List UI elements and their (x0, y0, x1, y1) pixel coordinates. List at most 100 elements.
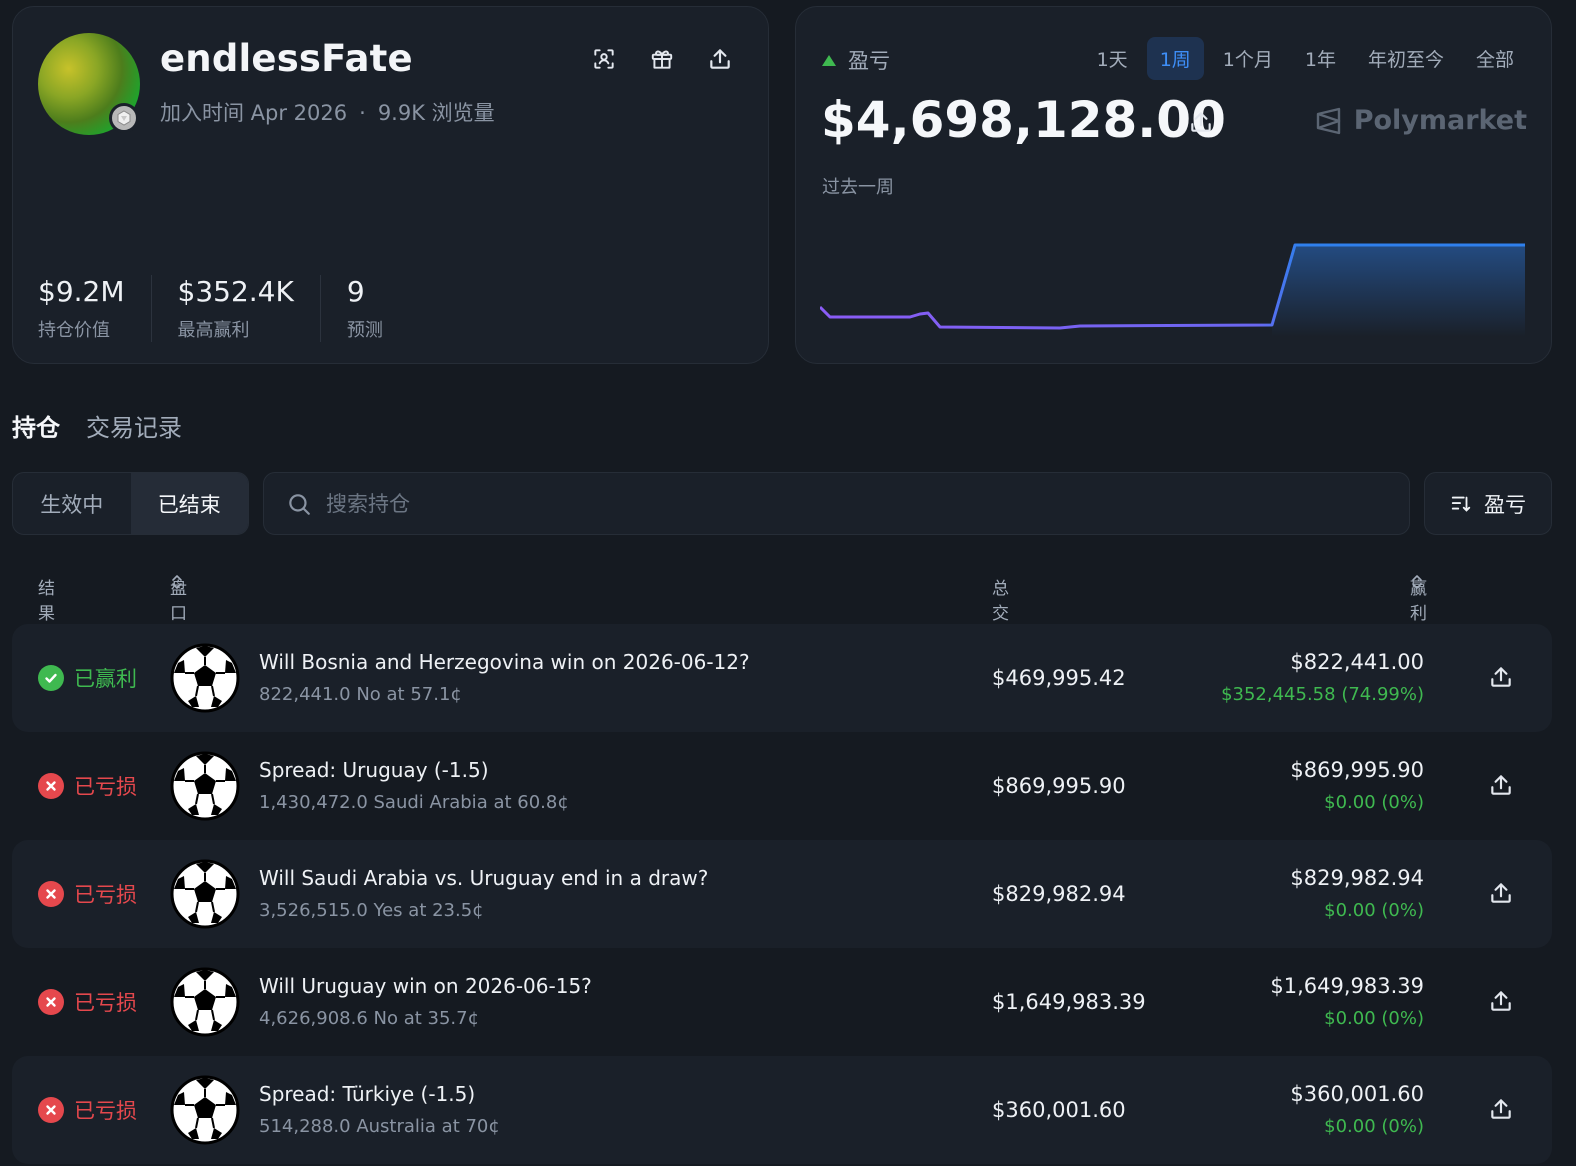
segment-closed[interactable]: 已结束 (130, 473, 248, 534)
gift-icon[interactable] (648, 45, 676, 73)
range-tab-ytd[interactable]: 年初至今 (1367, 49, 1444, 71)
x-circle-icon (38, 1097, 64, 1123)
x-circle-icon (38, 989, 64, 1015)
market-title[interactable]: Spread: Türkiye (-1.5) (259, 1082, 476, 1106)
tab-positions[interactable]: 持仓 (12, 414, 60, 442)
profile-stats: $9.2M 持仓价值 $352.4K 最高赢利 9 预测 (38, 275, 435, 342)
range-tab-1y[interactable]: 1年 (1304, 49, 1336, 71)
market-position: 3,526,515.0 Yes at 23.5¢ (259, 900, 484, 921)
share-icon[interactable] (706, 45, 734, 73)
soccer-ball-icon (170, 967, 240, 1037)
pnl-line (820, 243, 1525, 330)
share-icon[interactable] (1488, 664, 1514, 690)
share-icon[interactable] (1488, 772, 1514, 798)
stat-value: $352.4K (177, 275, 294, 308)
table-row[interactable]: 已赢利 Will Bosnia and Herzegovina win on 2… (12, 624, 1552, 732)
profile-card: endlessFate 加入时间 Apr 2026 · 9.9K 浏览量 $9.2M… (12, 6, 769, 364)
header-market[interactable]: 盘口 (170, 574, 187, 624)
tab-activity[interactable]: 交易记录 (86, 414, 182, 442)
search-input[interactable] (326, 491, 1126, 516)
amount-won: $869,995.90 (1290, 758, 1424, 782)
total-traded: $1,649,983.39 (992, 990, 1146, 1014)
header-won[interactable]: 赢利金额 (1410, 574, 1427, 674)
check-circle-icon (38, 665, 64, 691)
sort-icon (1451, 496, 1471, 512)
amount-won: $1,649,983.39 (1270, 974, 1424, 998)
search-icon (289, 493, 310, 515)
market-position: 822,441.0 No at 57.1¢ (259, 684, 462, 705)
market-title[interactable]: Will Saudi Arabia vs. Uruguay end in a d… (259, 866, 709, 890)
join-date: 加入时间 Apr 2026 (160, 101, 348, 125)
soccer-ball-icon (170, 643, 240, 713)
amount-won: $822,441.00 (1290, 650, 1424, 674)
table-row[interactable]: 已亏损 Spread: Türkiye (-1.5) 514,288.0 Aus… (12, 1056, 1552, 1164)
sort-label: 盈亏 (1484, 492, 1526, 517)
status-lost: 已亏损 (38, 1056, 137, 1164)
stat-biggest-win: $352.4K 最高赢利 (178, 275, 321, 342)
segment-active[interactable]: 生效中 (40, 492, 104, 517)
polymarket-logo-icon (1316, 107, 1340, 134)
status-label: 已亏损 (74, 991, 137, 1015)
amount-won: $829,982.94 (1290, 866, 1424, 890)
sort-arrows-icon (172, 575, 182, 589)
range-tab-1d[interactable]: 1天 (1096, 49, 1128, 71)
range-tab-1m[interactable]: 1个月 (1222, 49, 1273, 71)
stat-label: 最高赢利 (177, 320, 250, 341)
table-row[interactable]: 已亏损 Spread: Uruguay (-1.5) 1,430,472.0 S… (12, 732, 1552, 840)
table-row[interactable]: 已亏损 Will Uruguay win on 2026-06-15? 4,62… (12, 948, 1552, 1056)
view-count: 9.9K 浏览量 (377, 101, 495, 125)
pnl-area (1272, 245, 1525, 337)
pnl-value: $4,698,128.00 (821, 91, 1226, 149)
verified-badge-icon (109, 103, 139, 133)
soccer-ball-icon (170, 1075, 240, 1145)
polymarket-brand: Polymarket (1314, 105, 1527, 136)
pnl-chart (820, 243, 1525, 337)
range-tab-all[interactable]: 全部 (1475, 49, 1514, 71)
market-position: 1,430,472.0 Saudi Arabia at 60.8¢ (259, 792, 569, 813)
status-lost: 已亏损 (38, 732, 137, 840)
range-tab-1w[interactable]: 1周 (1146, 37, 1204, 80)
stat-label: 预测 (346, 320, 383, 341)
profit: $0.00 (0%) (1324, 1008, 1424, 1029)
pnl-card: 盈亏 1天 1周 1个月 1年 年初至今 全部 $4,698,128.00 Po… (795, 6, 1552, 364)
table-header: 结果 盘口 总交易金额 赢利金额 (12, 574, 1552, 699)
status-label: 已亏损 (74, 883, 137, 907)
range-tabs: 1天 1周 1个月 1年 年初至今 全部 (1084, 37, 1527, 80)
soccer-ball-icon (170, 859, 240, 929)
market-title[interactable]: Spread: Uruguay (-1.5) (259, 758, 489, 782)
sort-arrows-icon (1412, 575, 1422, 589)
total-traded: $360,001.60 (992, 1098, 1126, 1122)
profit: $0.00 (0%) (1324, 900, 1424, 921)
sort-button[interactable]: 盈亏 (1424, 472, 1552, 535)
main-tabs: 持仓 交易记录 (12, 408, 182, 443)
status-lost: 已亏损 (38, 840, 137, 948)
market-position: 514,288.0 Australia at 70¢ (259, 1116, 500, 1137)
status-lost: 已亏损 (38, 948, 137, 1056)
market-title[interactable]: Will Bosnia and Herzegovina win on 2026-… (259, 650, 750, 674)
scan-icon[interactable] (590, 45, 618, 73)
soccer-ball-icon (170, 751, 240, 821)
share-icon[interactable] (1188, 109, 1214, 135)
brand-name: Polymarket (1353, 105, 1527, 136)
amount-won: $360,001.60 (1290, 1082, 1424, 1106)
total-traded: $829,982.94 (992, 882, 1126, 906)
share-icon[interactable] (1488, 988, 1514, 1014)
username: endlessFate (160, 37, 413, 80)
status-label: 已亏损 (74, 775, 137, 799)
stat-predictions: 9 预测 (347, 275, 409, 342)
market-title[interactable]: Will Uruguay win on 2026-06-15? (259, 974, 592, 998)
pnl-period: 过去一周 (822, 177, 894, 198)
stat-value: $9.2M (38, 275, 125, 308)
table-row[interactable]: 已亏损 Will Saudi Arabia vs. Uruguay end in… (12, 840, 1552, 948)
header-market-label: 盘口 (170, 579, 187, 624)
share-icon[interactable] (1488, 1096, 1514, 1122)
stat-value: 9 (346, 275, 365, 308)
up-triangle-icon (822, 54, 836, 66)
status-label: 已赢利 (74, 667, 137, 691)
profile-meta: 加入时间 Apr 2026 · 9.9K 浏览量 (160, 97, 495, 127)
profile-actions (590, 45, 734, 73)
market-position: 4,626,908.6 No at 35.7¢ (259, 1008, 480, 1029)
share-icon[interactable] (1488, 880, 1514, 906)
stat-label: 持仓价值 (38, 320, 110, 341)
status-label: 已亏损 (74, 1099, 137, 1123)
